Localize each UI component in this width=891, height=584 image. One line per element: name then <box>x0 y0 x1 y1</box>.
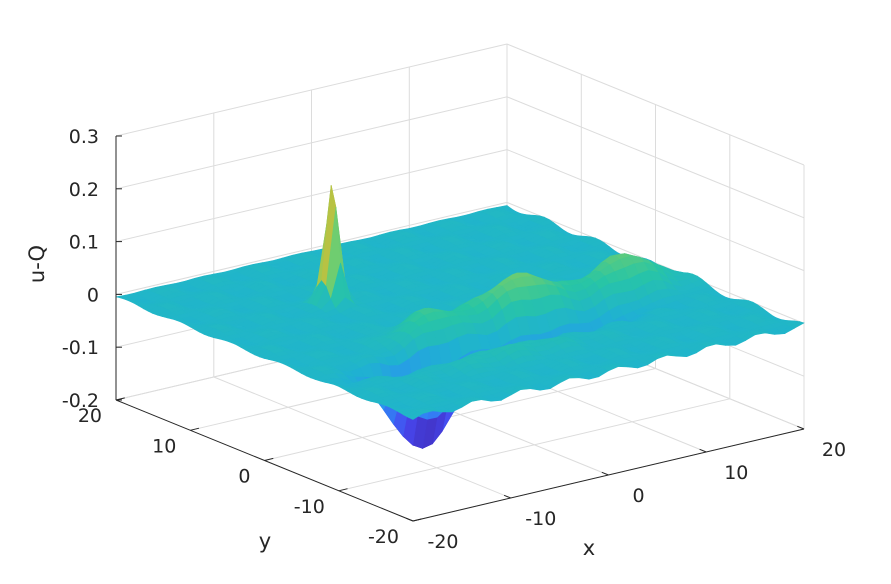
y-tick-label: -20 <box>368 526 399 548</box>
surface-patch <box>407 411 424 420</box>
x-tick-label: -20 <box>427 531 458 553</box>
x-tick <box>601 471 609 476</box>
back-wall-grid-line <box>115 96 508 190</box>
y-tick-label: 20 <box>78 405 102 427</box>
y-tick-label: 0 <box>238 466 250 488</box>
back-wall-grid-line <box>115 43 508 137</box>
y-tick <box>338 488 348 492</box>
x-tick <box>406 517 414 522</box>
y-tick <box>264 457 274 461</box>
z-tick-label: 0.1 <box>69 232 99 254</box>
z-axis-label: u-Q <box>25 245 49 283</box>
x-tick <box>797 425 805 430</box>
x-tick-label: -10 <box>525 508 556 530</box>
x-tick-label: 0 <box>632 485 644 507</box>
x-tick <box>503 494 511 499</box>
y-tick-label: 10 <box>152 435 176 457</box>
z-tick-label: 0 <box>87 284 99 306</box>
y-tick-label: -10 <box>294 496 325 518</box>
axes <box>115 135 805 522</box>
z-tick-label: -0.1 <box>62 337 99 359</box>
x-tick-label: 20 <box>822 439 846 461</box>
x-tick <box>699 448 707 453</box>
side-wall-grid-line <box>506 43 805 166</box>
back-wall-grid-line <box>115 149 508 243</box>
floor-grid-line <box>338 398 730 492</box>
x-axis-label: x <box>583 536 595 560</box>
y-axis-label: y <box>259 529 271 553</box>
side-wall-grid-line <box>506 149 805 272</box>
z-tick-label: 0.2 <box>69 179 99 201</box>
side-wall-grid-line <box>506 96 805 219</box>
z-tick-label: 0.3 <box>69 126 99 148</box>
x-tick-label: 10 <box>724 462 748 484</box>
surface-mesh <box>115 185 805 449</box>
z-tick-label: -0.2 <box>62 390 99 412</box>
y-tick <box>190 427 200 431</box>
floor-grid-line <box>264 368 656 461</box>
y-tick <box>412 518 422 522</box>
back-wall-grid-line <box>115 201 508 295</box>
